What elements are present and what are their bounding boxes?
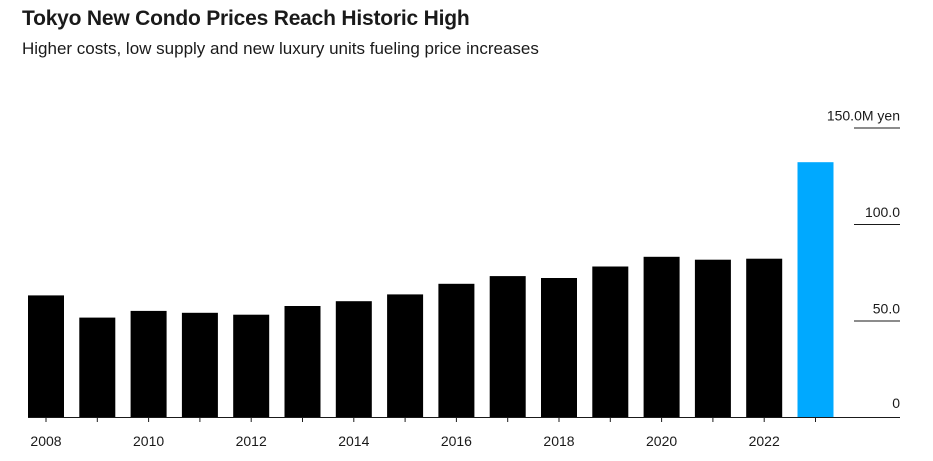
bar-2023 [797, 162, 834, 417]
grid-layer [28, 127, 900, 418]
y-tick-label: 50.0 [873, 301, 900, 317]
bar-2012 [233, 314, 270, 417]
y-axis-ticks: 0 50.0 100.0 150.0M yen [827, 108, 900, 412]
x-tick-label: 2014 [338, 433, 369, 449]
bar-2020 [643, 256, 680, 417]
chart-subtitle: Higher costs, low supply and new luxury … [22, 39, 539, 58]
bar-2008 [28, 295, 64, 417]
bar-2009 [79, 317, 116, 417]
x-tick-label: 2022 [749, 433, 780, 449]
bar-2018 [541, 278, 577, 417]
bar-2011 [181, 312, 218, 417]
bar-2017 [489, 276, 526, 417]
x-tick-label: 2020 [646, 433, 677, 449]
bar-2019 [592, 266, 629, 417]
chart-title: Tokyo New Condo Prices Reach Historic Hi… [22, 7, 470, 30]
bar-2016 [438, 283, 475, 417]
x-tick-label: 2016 [441, 433, 472, 449]
bar-2021 [694, 259, 731, 417]
x-tick-label: 2010 [133, 433, 164, 449]
y-tick-label: 150.0M yen [827, 108, 900, 124]
bar-layer [28, 162, 834, 417]
bar-2013 [284, 306, 321, 417]
y-tick-label: 0 [892, 395, 900, 411]
y-tick-label: 100.0 [865, 204, 900, 220]
x-tick-label: 2018 [543, 433, 574, 449]
bar-2014 [335, 301, 372, 417]
x-tick-label: 2012 [236, 433, 267, 449]
x-tick-label: 2008 [30, 433, 61, 449]
x-axis-ticks: 2008 2010 2012 2014 2016 2018 2020 2022 [30, 417, 816, 449]
bar-2015 [387, 294, 424, 417]
bar-2010 [130, 310, 167, 417]
bar-2022 [746, 258, 783, 417]
